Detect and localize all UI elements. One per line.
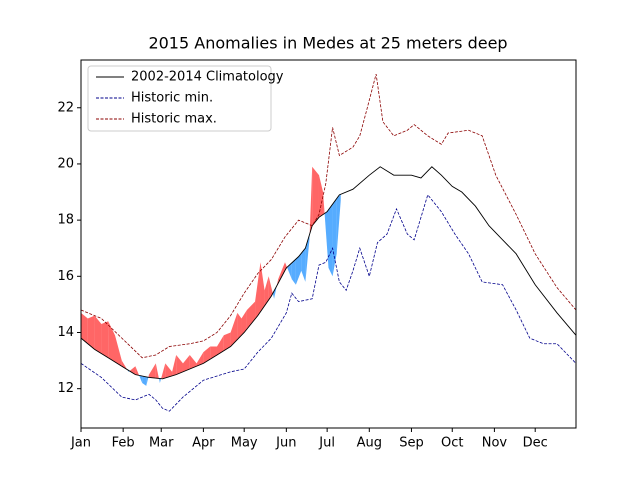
anomaly-fill [146,377,148,386]
y-tick-label: 16 [57,269,74,284]
anomaly-fill [130,366,136,374]
x-tick-label: Apr [192,436,215,451]
x-tick-label: Jul [318,436,335,451]
anomaly-fill [231,313,238,347]
anomaly-fill [101,321,108,358]
x-tick-label: Mar [149,436,174,451]
anomaly-fill [310,167,313,234]
x-tick-label: Feb [112,436,135,451]
anomaly-fill [255,262,260,319]
anomaly-fill [161,363,165,378]
anomaly-fill [115,335,122,366]
y-tick-label: 20 [57,156,74,171]
x-tick-label: Nov [482,436,508,451]
anomaly-fill [108,321,115,362]
x-tick-label: Jun [275,436,296,451]
anomaly-fill [224,332,231,350]
legend: 2002-2014 Climatology Historic min. Histor… [88,66,284,131]
x-tick-label: May [231,436,258,451]
anomaly-fill [139,375,142,383]
legend-label: 2002-2014 Climatology [131,70,284,85]
anomaly-fill [217,335,224,355]
anomaly-fill [333,199,337,277]
y-tick-label: 14 [57,325,74,340]
anomaly-fill [241,310,246,335]
y-tick-label: 22 [57,100,74,115]
y-tick-label: 12 [57,381,74,396]
anomaly-fill [159,378,160,383]
anomaly-fill [292,259,296,285]
anomaly-fill [312,167,319,226]
x-tick-label: Jan [70,436,91,451]
anomaly-fill [149,363,156,378]
anomaly-fill [156,363,159,378]
legend-label: Historic max. [131,112,217,127]
x-tick-label: Sep [399,436,424,451]
anomaly-fill [142,376,146,386]
x-tick-label: Dec [523,436,548,451]
y-tick-label: 18 [57,213,74,228]
series-line [81,167,576,379]
x-tick-label: Aug [357,436,382,451]
anomaly-fill [337,194,341,254]
anomaly-fill [176,355,183,375]
anomaly-fill [323,192,325,214]
anomaly-fill [135,366,139,375]
legend-label: Historic min. [131,91,213,106]
anomaly-fill [172,355,176,376]
anomaly-fill [95,316,102,354]
x-tick-label: Oct [441,436,463,451]
anomaly-fill [301,248,305,282]
anomaly-fill [247,302,255,330]
anomaly-fill [325,210,329,268]
chart-title: 2015 Anomalies in Medes at 25 meters dee… [148,34,507,53]
anomaly-fill [329,204,333,276]
